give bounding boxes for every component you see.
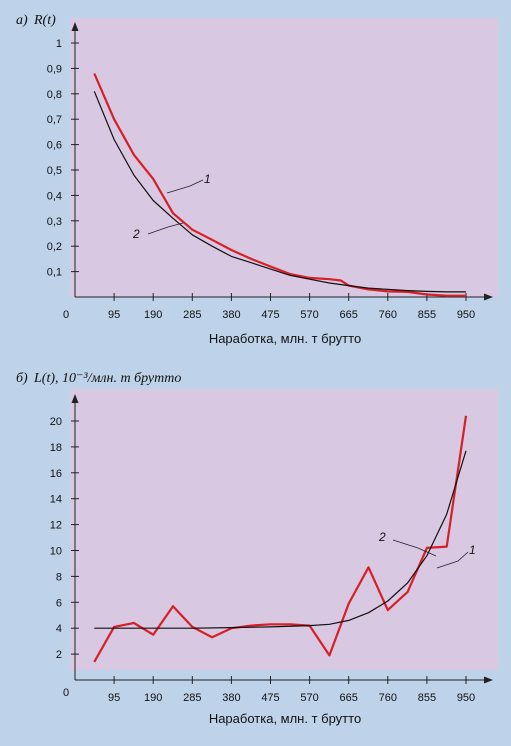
y-tick-label: 10 [50,546,62,558]
y-tick-label: 0,2 [47,241,62,253]
series-2-leader-line [147,222,184,235]
panel-b-xlabel: Наработка, млн. т брутто [209,711,361,726]
y-tick-label: 1 [56,38,62,50]
panel-a-reliability-chart: а) R(t) 0 Наработка, млн. т брутто 95 190… [16,13,498,346]
x-tick-label: 190 [144,309,162,321]
y-tick-label: 8 [56,571,62,583]
series-2-label: 2 [132,227,140,241]
x-tick-label: 665 [340,692,358,704]
series-1-label: 1 [204,172,211,186]
panel-a-series [93,73,466,297]
y-tick-label: 14 [50,494,62,506]
panel-b-series-labels: 21 [378,530,476,569]
x-axis-arrow [484,293,493,301]
x-tick-label: 475 [261,309,279,321]
panel-a-series-labels: 12 [132,172,211,241]
x-tick-label: 475 [261,692,279,704]
y-tick-label: 6 [56,597,62,609]
y-tick-label: 16 [50,468,62,480]
series-2-line [94,450,467,629]
y-tick-label: 18 [50,442,62,454]
y-tick-label: 2 [56,649,62,661]
panel-b-ticks: 95 190 285 380 475 570 665 760 855 95024681012141… [50,416,475,704]
x-tick-label: 665 [340,309,358,321]
x-tick-label: 760 [379,309,397,321]
y-axis-arrow [71,22,79,31]
panel-b-label: б) [16,371,28,386]
x-tick-label: 570 [300,309,318,321]
series-1-leader-line [166,179,204,194]
panel-a-label: а) [16,13,28,28]
panel-b-origin-label: 0 [63,687,69,699]
x-tick-label: 950 [457,692,475,704]
panel-a-plot-area [70,18,498,297]
y-tick-label: 0,5 [47,165,62,177]
y-tick-label: 20 [50,416,62,428]
x-tick-label: 95 [108,692,120,704]
y-tick-label: 12 [50,520,62,532]
x-tick-label: 855 [418,692,436,704]
panel-b-series [93,415,468,663]
x-tick-label: 760 [379,692,397,704]
x-tick-label: 285 [183,692,201,704]
y-tick-label: 4 [56,623,62,635]
panel-b-failure-rate-chart: б) L(t), 10⁻³/млн. т брутто 0 Наработка,… [16,371,498,726]
y-tick-label: 0,1 [47,267,62,279]
panel-a-origin-label: 0 [63,309,69,321]
x-tick-label: 570 [300,692,318,704]
panel-a-ticks: 95 190 285 380 475 570 665 760 855 950 0,1 0,2 0,3 0,… [47,38,475,321]
panel-a-axes [71,22,493,301]
series-1-line [93,73,466,297]
series-2-label: 2 [378,530,386,544]
panel-b-plot-area [70,389,498,670]
series-1-label: 1 [469,543,476,557]
x-tick-label: 950 [457,309,475,321]
y-axis-arrow [71,394,79,403]
panel-a-ylabel: R(t) [33,13,56,28]
y-tick-label: 0,8 [47,89,62,101]
x-axis-arrow [484,676,493,684]
x-tick-label: 190 [144,692,162,704]
y-tick-label: 0,3 [47,216,62,228]
x-tick-label: 380 [222,309,240,321]
series-2-line [93,91,466,293]
y-tick-label: 0,7 [47,114,62,126]
y-tick-label: 0,9 [47,63,62,75]
series-1-leader-line [436,551,469,569]
x-tick-label: 380 [222,692,240,704]
series-1-line [93,415,468,663]
panel-a-xlabel: Наработка, млн. т брутто [209,331,361,346]
y-tick-label: 0,6 [47,140,62,152]
series-2-leader-line [392,539,437,557]
panel-b-ylabel: L(t), 10⁻³/млн. т брутто [33,371,181,386]
x-tick-label: 855 [418,309,436,321]
x-tick-label: 285 [183,309,201,321]
y-tick-label: 0,4 [47,190,62,202]
x-tick-label: 95 [108,309,120,321]
